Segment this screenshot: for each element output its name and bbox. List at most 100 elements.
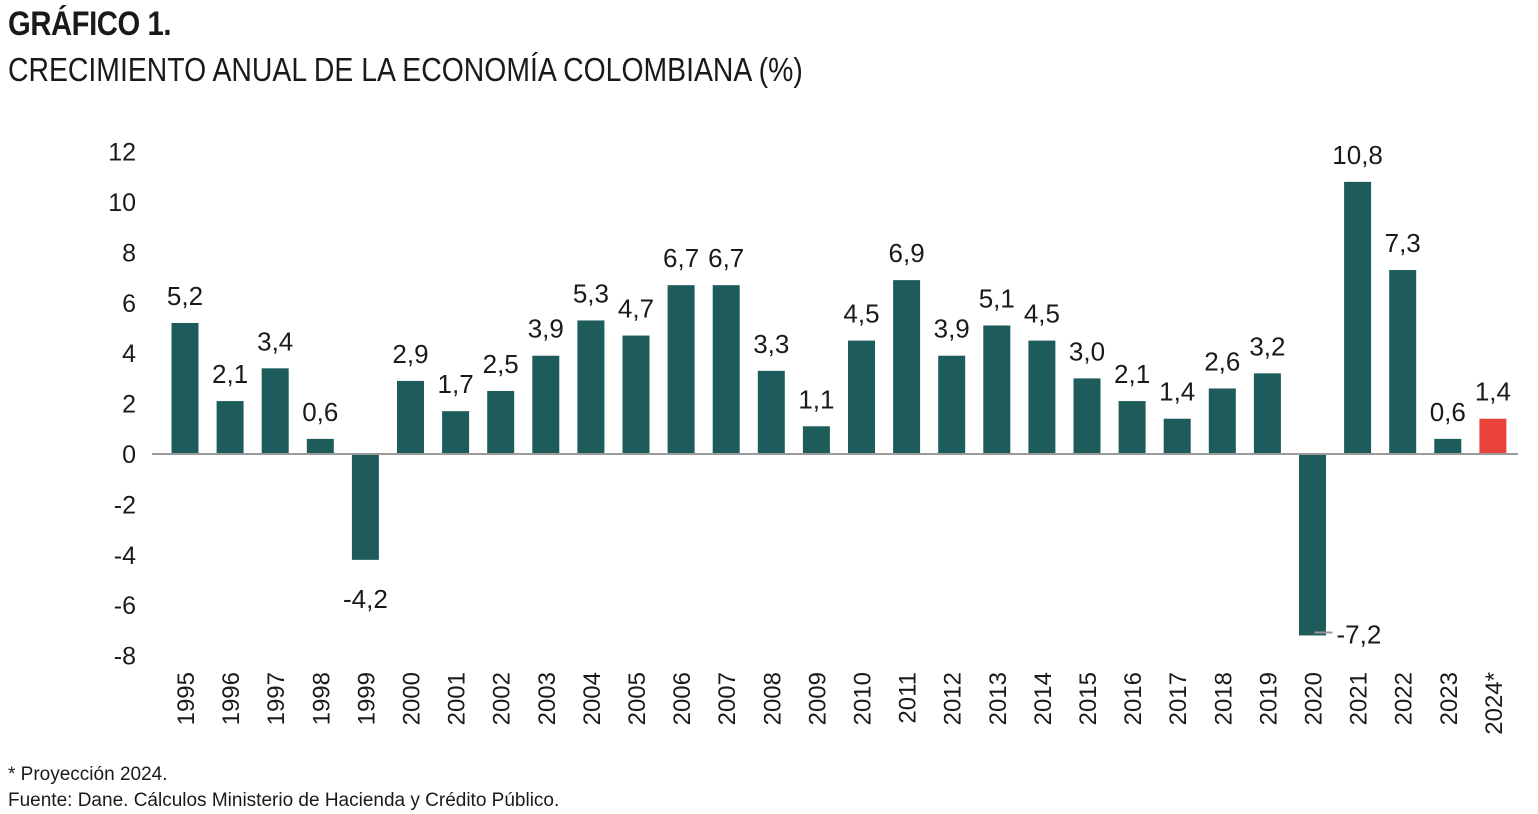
value-label: 0,6 bbox=[302, 397, 338, 427]
bar bbox=[577, 320, 605, 454]
x-tick-label: 2005 bbox=[624, 672, 651, 725]
bar bbox=[983, 325, 1011, 454]
x-axis: 1995 1996 1997 1998 1999 2000 2001 2002 2003 2004… bbox=[173, 672, 1508, 735]
chart-heading: GRÁFICO 1. CRECIMIENTO ANUAL DE LA ECONO… bbox=[8, 4, 932, 90]
projection-note: * Proyección 2024. bbox=[8, 764, 168, 785]
x-tick-label: 2017 bbox=[1165, 672, 1192, 725]
chart-title: CRECIMIENTO ANUAL DE LA ECONOMÍA COLOMBI… bbox=[8, 51, 803, 88]
value-label: 3,4 bbox=[257, 326, 293, 356]
x-tick-label: 2004 bbox=[579, 672, 606, 725]
value-label: -7,2 bbox=[1337, 619, 1382, 649]
x-tick-label: 2014 bbox=[1030, 672, 1057, 725]
value-label: 4,7 bbox=[618, 294, 654, 324]
x-tick-label: 1999 bbox=[353, 672, 380, 725]
x-tick-label: 2016 bbox=[1120, 672, 1147, 725]
bar bbox=[1253, 373, 1281, 454]
y-tick-label: 10 bbox=[108, 189, 136, 217]
x-tick-label: 2022 bbox=[1391, 672, 1418, 725]
value-label: 3,2 bbox=[1249, 331, 1285, 361]
value-labels: 5,2 2,1 3,4 0,6 -4,2 2,9 1,7 2,5 3,9 5,3 4,7 6,7 6,7… bbox=[167, 140, 1511, 650]
value-label: 6,9 bbox=[889, 238, 925, 268]
value-label: -4,2 bbox=[343, 584, 388, 614]
bar bbox=[1118, 401, 1146, 454]
x-tick-label: 1996 bbox=[218, 672, 245, 725]
bar bbox=[1208, 388, 1236, 454]
y-axis: 12 10 8 6 4 2 0 -2 -4 -6 -8 bbox=[108, 139, 136, 671]
y-tick-label: 0 bbox=[122, 441, 136, 469]
bar bbox=[1028, 340, 1056, 454]
value-label: 3,0 bbox=[1069, 336, 1105, 366]
value-label: 10,8 bbox=[1332, 140, 1383, 170]
value-label: 7,3 bbox=[1385, 228, 1421, 258]
value-label: 1,4 bbox=[1159, 377, 1195, 407]
y-tick-label: 4 bbox=[122, 340, 136, 368]
value-label: 2,1 bbox=[1114, 359, 1150, 389]
bar bbox=[848, 340, 875, 454]
x-tick-label: 2007 bbox=[714, 672, 741, 725]
bar bbox=[1163, 418, 1191, 454]
bar bbox=[938, 355, 966, 454]
bar bbox=[1299, 454, 1326, 636]
value-label: 0,6 bbox=[1430, 397, 1466, 427]
bar bbox=[261, 368, 289, 454]
bar bbox=[712, 285, 740, 454]
value-label: 2,1 bbox=[212, 359, 248, 389]
figure-number: GRÁFICO 1. bbox=[8, 5, 172, 43]
bar bbox=[1344, 181, 1372, 454]
x-tick-label: 1997 bbox=[263, 672, 290, 725]
bar bbox=[397, 380, 424, 454]
bar bbox=[622, 335, 650, 454]
value-label: 1,1 bbox=[798, 384, 834, 414]
bar bbox=[171, 322, 199, 454]
x-tick-label: 2009 bbox=[804, 672, 831, 725]
value-label: 3,9 bbox=[528, 314, 564, 344]
x-tick-label: 2024* bbox=[1481, 672, 1508, 735]
x-tick-label: 2020 bbox=[1301, 672, 1328, 725]
value-label: 1,4 bbox=[1475, 377, 1511, 407]
x-tick-label: 2006 bbox=[669, 672, 696, 725]
x-tick-label: 2008 bbox=[759, 672, 786, 725]
bar bbox=[1389, 270, 1417, 454]
value-label: 4,5 bbox=[1024, 299, 1060, 329]
y-tick-label: -2 bbox=[114, 491, 136, 519]
value-label: 6,7 bbox=[708, 243, 744, 273]
bar bbox=[667, 285, 695, 454]
x-tick-label: 2019 bbox=[1255, 672, 1282, 725]
bar bbox=[532, 355, 560, 454]
x-tick-label: 2018 bbox=[1210, 672, 1237, 725]
y-tick-label: 2 bbox=[122, 391, 136, 419]
x-tick-label: 2023 bbox=[1436, 672, 1463, 725]
bar bbox=[1434, 438, 1462, 454]
x-tick-label: 2001 bbox=[444, 672, 471, 725]
bar bbox=[802, 426, 830, 454]
source-note: Fuente: Dane. Cálculos Ministerio de Hac… bbox=[8, 790, 560, 811]
y-tick-label: 12 bbox=[108, 139, 136, 167]
x-tick-label: 2002 bbox=[489, 672, 516, 725]
value-label: 5,1 bbox=[979, 283, 1015, 313]
value-label: 3,3 bbox=[753, 329, 789, 359]
y-tick-label: 8 bbox=[122, 239, 136, 267]
bar bbox=[442, 411, 470, 454]
bar bbox=[487, 391, 515, 454]
value-label: 2,6 bbox=[1204, 346, 1240, 376]
x-tick-label: 2015 bbox=[1075, 672, 1102, 725]
y-tick-label: -4 bbox=[114, 542, 136, 570]
x-tick-label: 2013 bbox=[985, 672, 1012, 725]
value-label: 5,3 bbox=[573, 278, 609, 308]
x-tick-label: 2012 bbox=[940, 672, 967, 725]
value-label: 2,9 bbox=[392, 339, 428, 369]
value-label: 5,2 bbox=[167, 281, 203, 311]
x-tick-label: 1995 bbox=[173, 672, 200, 725]
bar bbox=[1479, 418, 1507, 454]
x-tick-label: 2011 bbox=[895, 672, 922, 724]
value-label: 1,7 bbox=[438, 369, 474, 399]
bar bbox=[893, 280, 921, 454]
y-tick-label: -6 bbox=[114, 592, 136, 620]
bar bbox=[1073, 378, 1101, 454]
x-tick-label: 2003 bbox=[534, 672, 561, 725]
value-label: 3,9 bbox=[934, 314, 970, 344]
bar bbox=[757, 370, 785, 454]
bar-chart: 12 10 8 6 4 2 0 -2 -4 -6 -8 5,2 2,1 3,4 0,6 -4,2 2,9 1,7… bbox=[108, 139, 1518, 735]
y-tick-label: 6 bbox=[122, 290, 136, 318]
bar bbox=[351, 454, 379, 560]
